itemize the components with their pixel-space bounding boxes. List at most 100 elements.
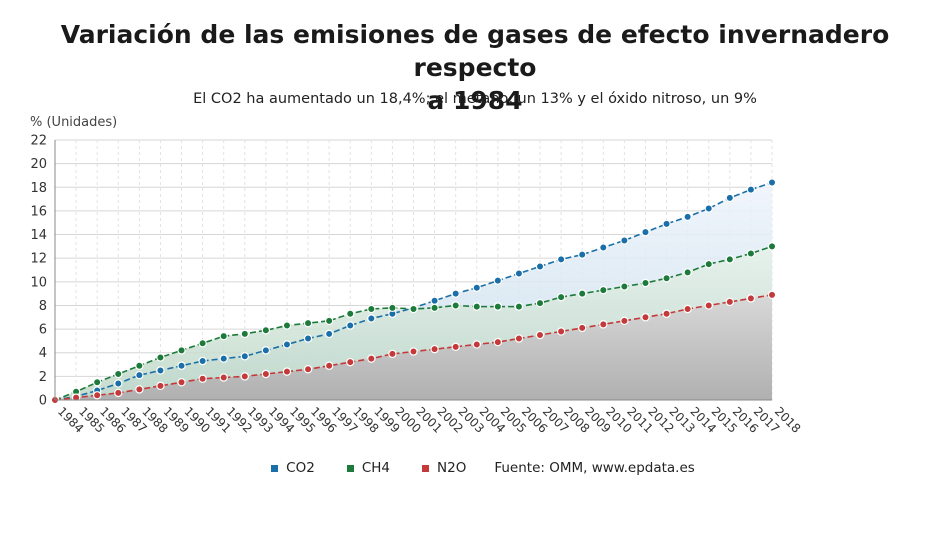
legend-label-co2: CO2: [286, 460, 315, 476]
point-co2: [324, 329, 334, 339]
point-ch4: [599, 285, 608, 295]
series-points: [50, 178, 777, 405]
y-tick-label: 4: [39, 346, 47, 361]
point-n2o: [662, 309, 671, 318]
point-n2o: [303, 365, 313, 374]
point-co2: [114, 379, 123, 388]
point-n2o: [472, 340, 481, 349]
point-n2o: [346, 357, 355, 367]
point-ch4: [219, 331, 228, 341]
point-co2: [240, 352, 249, 361]
point-ch4: [156, 353, 165, 362]
point-n2o: [493, 337, 503, 347]
point-n2o: [156, 381, 165, 391]
point-ch4: [662, 274, 671, 283]
area-n2o: [55, 294, 772, 400]
point-co2: [367, 314, 376, 323]
point-co2: [156, 366, 165, 375]
point-co2: [135, 370, 144, 380]
point-ch4: [493, 302, 503, 311]
series-areas: [55, 182, 772, 400]
point-co2: [451, 289, 460, 298]
point-co2: [599, 243, 608, 252]
legend-label-ch4: CH4: [361, 460, 390, 476]
legend-label-n2o: N2O: [437, 460, 467, 476]
point-n2o: [451, 342, 460, 352]
point-ch4: [324, 316, 334, 326]
point-ch4: [261, 326, 271, 335]
y-tick-label: 16: [30, 204, 47, 219]
point-ch4: [578, 289, 587, 298]
point-ch4: [114, 369, 123, 379]
legend-item-co2: CO2: [271, 460, 315, 476]
point-co2: [493, 276, 503, 285]
point-ch4: [409, 304, 418, 314]
legend-swatch-ch4: [346, 464, 354, 472]
point-n2o: [324, 361, 334, 370]
point-n2o: [514, 334, 524, 343]
point-n2o: [71, 393, 81, 402]
point-ch4: [514, 302, 524, 311]
point-co2: [620, 236, 629, 245]
y-tick-label: 20: [30, 157, 47, 172]
point-ch4: [683, 268, 692, 277]
y-tick-label: 6: [39, 323, 47, 338]
point-n2o: [92, 391, 102, 400]
point-n2o: [599, 320, 608, 329]
point-n2o: [240, 372, 249, 381]
point-co2: [198, 356, 207, 366]
point-n2o: [388, 349, 397, 359]
point-ch4: [177, 346, 186, 355]
point-n2o: [746, 294, 756, 303]
point-ch4: [240, 329, 249, 339]
point-n2o: [704, 301, 713, 310]
y-tick-label: 18: [30, 181, 47, 196]
legend-swatch-co2: [271, 464, 279, 472]
point-ch4: [451, 301, 460, 310]
point-ch4: [704, 259, 713, 269]
point-n2o: [409, 347, 418, 356]
point-co2: [578, 250, 587, 259]
point-co2: [662, 219, 671, 229]
point-n2o: [556, 327, 566, 336]
point-n2o: [620, 316, 629, 326]
y-tick-label: 22: [30, 134, 47, 149]
y-tick-label: 14: [30, 228, 47, 243]
point-ch4: [620, 282, 629, 291]
point-n2o: [430, 344, 439, 354]
point-n2o: [135, 385, 144, 394]
point-n2o: [367, 354, 376, 363]
point-co2: [472, 283, 481, 292]
point-n2o: [198, 374, 207, 383]
point-ch4: [346, 309, 355, 318]
y-tick-label: 2: [39, 370, 47, 385]
source-note: Fuente: OMM, www.epdata.es: [494, 460, 695, 476]
legend-item-n2o: N2O: [422, 460, 466, 476]
y-tick-label: 10: [30, 275, 47, 290]
point-n2o: [725, 297, 735, 307]
y-tick-label: 8: [39, 299, 47, 314]
point-ch4: [198, 339, 207, 348]
point-ch4: [535, 298, 545, 308]
point-ch4: [367, 304, 376, 314]
legend-item-ch4: CH4: [346, 460, 390, 476]
point-ch4: [388, 303, 397, 313]
point-n2o: [261, 369, 271, 379]
point-co2: [641, 227, 650, 237]
point-co2: [177, 361, 186, 370]
point-co2: [683, 212, 692, 222]
point-n2o: [578, 323, 587, 333]
chart-subtitle: El CO2 ha aumentado un 18,4%; el metano,…: [193, 91, 757, 107]
point-ch4: [725, 255, 735, 264]
point-ch4: [430, 303, 439, 313]
y-axis-label: % (Unidades): [30, 115, 118, 130]
point-ch4: [472, 302, 481, 311]
chart-title: Variación de las emisiones de gases de e…: [60, 20, 890, 115]
point-n2o: [535, 330, 545, 340]
point-co2: [282, 340, 292, 349]
point-ch4: [767, 242, 777, 251]
legend: CO2 CH4 N2O Fuente: OMM, www.epdata.es: [0, 460, 950, 476]
point-n2o: [767, 290, 777, 300]
point-co2: [261, 346, 271, 355]
